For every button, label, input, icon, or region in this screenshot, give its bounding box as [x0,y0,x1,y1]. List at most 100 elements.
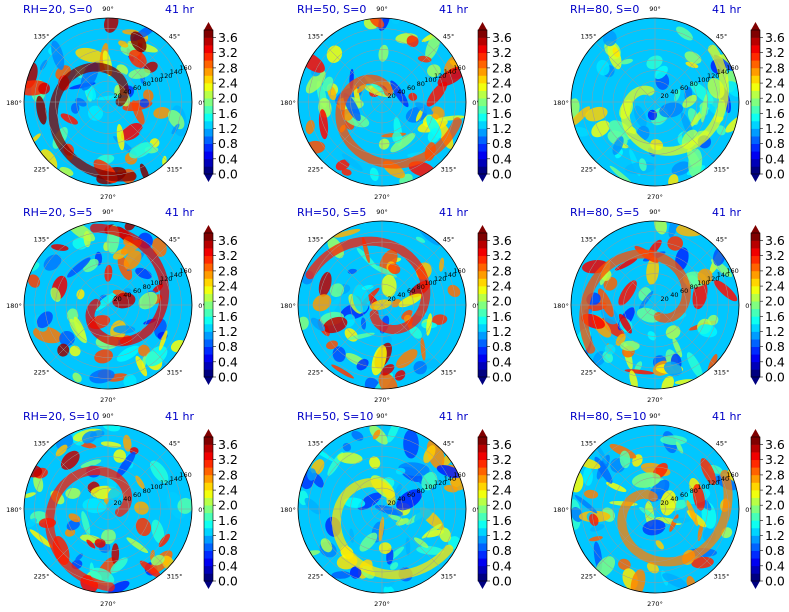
radial-tick-label: 100 [150,483,162,491]
colorbar-tick-label: 1.6 [492,106,512,121]
polar-border [570,17,740,187]
colorbar-tick-label: 1.2 [765,324,785,339]
angle-tick-label: 0° [472,99,479,107]
polar-border [297,17,467,187]
angle-tick-label: 225° [34,369,50,377]
angle-tick-label: 45° [716,33,728,41]
colorbar-extend-min [751,581,760,589]
radial-tick-label: 40 [397,495,405,503]
polar-border [23,424,193,594]
colorbar-extend-min [751,174,760,182]
radial-tick-label: 40 [670,291,678,299]
colorbar-tick-label: 1.6 [218,309,238,324]
radial-tick-label: 100 [150,76,162,84]
colorbar: 0.00.40.81.21.62.02.42.83.23.6 [477,429,512,589]
panel-title: RH=50, S=10 [297,410,373,423]
colorbar-tick-label: 0.4 [765,558,785,573]
radial-tick-label: 140 [717,271,729,279]
angle-tick-label: 315° [167,573,183,581]
angle-tick-label: 225° [34,166,50,174]
colorbar-tick-label: 0.4 [492,354,512,369]
angle-tick-label: 225° [581,573,597,581]
colorbar-tick-label: 0.4 [218,354,238,369]
colorbar-tick-label: 2.8 [218,60,238,75]
radial-tick-label: 120 [160,72,172,80]
polar-grid [570,220,740,390]
radial-tick-label: 100 [697,483,709,491]
colorbar-extend-max [751,429,760,437]
colorbar-extend-max [478,22,487,30]
radial-tick-label: 60 [680,287,688,295]
angle-tick-label: 315° [167,166,183,174]
colorbar-tick-label: 2.0 [492,498,512,513]
angle-tick-label: 270° [100,193,116,201]
radial-tick-label: 160 [726,471,738,479]
radial-tick-label: 140 [444,271,456,279]
colorbar-tick-label: 0.4 [492,558,512,573]
angle-tick-label: 270° [647,600,663,608]
colorbar-tick-label: 3.2 [765,452,785,467]
colorbar-tick-label: 3.2 [765,45,785,60]
radial-tick-label: 20 [661,92,669,100]
radial-tick-label: 60 [133,287,141,295]
angle-tick-label: 180° [280,302,296,310]
angle-tick-label: 315° [441,573,457,581]
angle-tick-label: 270° [374,193,390,201]
angle-tick-label: 225° [34,573,50,581]
angle-tick-label: 270° [647,193,663,201]
colorbar-extend-min [751,377,760,385]
colorbar-tick-label: 1.2 [492,121,512,136]
colorbar-tick-label: 2.8 [218,263,238,278]
panel-time-label: 41 hr [165,206,194,219]
radial-tick-label: 80 [417,80,425,88]
angle-tick-label: 225° [581,166,597,174]
radial-tick-label: 100 [150,279,162,287]
colorbar-extend-max [751,225,760,233]
angle-tick-label: 135° [581,33,597,41]
angle-tick-label: 0° [472,506,479,514]
colorbar: 0.00.40.81.21.62.02.42.83.23.6 [750,225,785,385]
radial-tick-label: 20 [388,295,396,303]
radial-tick-label: 160 [453,471,465,479]
panel-title: RH=20, S=10 [23,410,99,423]
angle-tick-label: 180° [280,99,296,107]
angle-tick-label: 45° [169,440,181,448]
colorbar-tick-label: 0.0 [765,574,785,589]
radial-tick-label: 20 [661,295,669,303]
colorbar-extend-min [204,581,213,589]
radial-tick-label: 40 [123,495,131,503]
radial-tick-label: 80 [417,283,425,291]
colorbar-extend-max [478,225,487,233]
colorbar-tick-label: 2.4 [765,76,785,91]
colorbar-tick-label: 3.6 [765,233,785,248]
polar-border [570,424,740,594]
radial-tick-label: 20 [114,295,122,303]
panel-title: RH=20, S=5 [23,206,92,219]
angle-tick-label: 135° [308,440,324,448]
colorbar-tick-label: 0.4 [218,151,238,166]
angle-tick-label: 135° [581,440,597,448]
colorbar-tick-label: 0.0 [218,574,238,589]
radial-tick-label: 120 [707,275,719,283]
angle-tick-label: 315° [441,369,457,377]
colorbar-tick-label: 3.6 [492,30,512,45]
colorbar-tick-label: 2.8 [492,263,512,278]
colorbar-tick-label: 2.0 [218,498,238,513]
colorbar-tick-label: 1.6 [492,513,512,528]
colorbar-extend-min [478,377,487,385]
colorbar-tick-label: 1.2 [218,528,238,543]
colorbar-tick-label: 0.8 [765,543,785,558]
colorbar-tick-label: 3.2 [492,452,512,467]
colorbar-tick-label: 2.8 [765,467,785,482]
colorbar-tick-label: 3.2 [218,248,238,263]
radial-tick-label: 60 [133,84,141,92]
radial-tick-label: 120 [160,479,172,487]
panel-time-label: 41 hr [439,3,468,16]
angle-tick-label: 0° [198,99,205,107]
radial-tick-label: 120 [707,479,719,487]
colorbar-tick-label: 3.6 [218,233,238,248]
panel-title: RH=80, S=10 [570,410,646,423]
angle-tick-label: 180° [553,506,569,514]
